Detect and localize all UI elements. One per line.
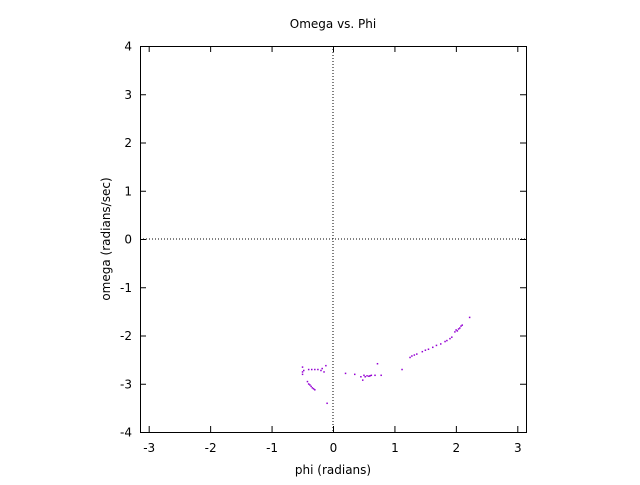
x-tick-label: -3 [143,441,155,455]
x-tick-label: 3 [514,441,522,455]
data-point [444,340,446,343]
data-point [435,344,438,347]
data-point [311,387,314,389]
y-tick-label: 0 [124,233,132,247]
data-point [306,380,309,383]
data-point [301,373,304,376]
y-tick-label: 3 [124,88,132,102]
data-point [427,348,430,351]
x-tick-label: 0 [330,441,338,455]
data-point [309,384,311,386]
data-point [440,343,442,345]
x-tick-label: 1 [391,441,399,455]
x-tick-label: -2 [205,441,217,455]
data-point [323,371,325,373]
plot-area: -3 -2 -1 0 1 2 3 -4 -3 -2 -1 0 1 2 3 4 [120,40,527,455]
data-point [457,328,460,330]
chart-title: Omega vs. Phi [290,17,376,31]
data-point [374,374,376,377]
y-tick-label: 2 [124,136,132,150]
x-tick-label: 2 [453,441,461,455]
data-point [314,368,316,371]
data-point [370,374,373,377]
data-point [307,368,310,371]
x-tick-label: -1 [266,441,278,455]
x-axis-label: phi (radians) [295,463,371,477]
data-point [301,366,304,368]
data-point [303,369,305,372]
y-tick-label: -2 [120,329,132,343]
data-point [413,354,416,356]
data-point [326,402,328,405]
data-point [376,362,379,365]
data-point [380,374,382,377]
data-point [317,368,319,371]
data-point [421,350,424,353]
data-point [446,339,448,342]
y-tick-label: 1 [124,184,132,198]
y-tick-label: -3 [120,377,132,391]
data-point [321,367,323,370]
data-point [401,368,403,371]
data-point [312,388,315,390]
data-point [460,325,462,327]
data-point [432,346,434,349]
data-point [363,374,365,377]
data-point [310,385,312,388]
data-point [454,331,456,333]
data-point [366,375,368,377]
data-point [459,327,461,329]
data-point [361,379,364,381]
data-point [369,375,371,377]
plot-frame [140,46,527,433]
data-point [325,364,327,367]
data-point [314,389,316,391]
data-point [456,330,459,332]
data-point [307,383,310,385]
data-point [449,337,451,340]
data-point [461,324,464,326]
y-tick-label: 4 [124,40,132,54]
data-point [354,373,356,376]
data-point [455,329,457,331]
data-point [320,369,322,372]
data-point [424,349,427,351]
data-point [301,371,304,373]
data-point [310,368,313,371]
data-point [344,372,347,375]
y-axis-label: omega (radians/sec) [99,177,113,300]
data-point [451,336,453,338]
data-point [368,375,370,378]
data-point [411,355,413,357]
data-point [409,356,411,359]
y-tick-label: -4 [120,426,132,440]
data-point [416,353,418,355]
y-tick-label: -1 [120,281,132,295]
data-point [364,376,366,378]
data-point [468,316,471,319]
data-point [360,376,362,378]
